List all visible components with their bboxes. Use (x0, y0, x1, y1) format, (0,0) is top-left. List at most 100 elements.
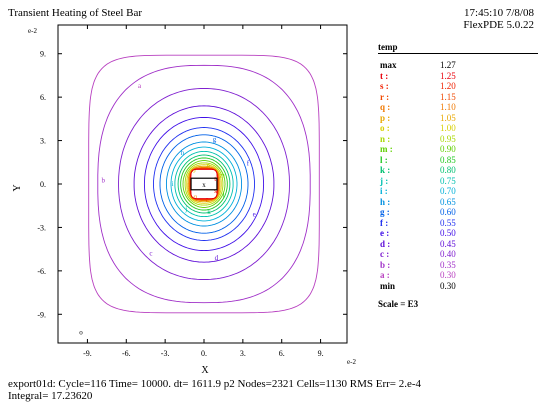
x-tick-label: -9. (83, 349, 92, 358)
contour-label: l (223, 192, 225, 200)
contour-line (165, 141, 243, 227)
legend-entry-label: q : (380, 102, 391, 112)
contour-line (153, 127, 255, 241)
legend-entry-value: 0.60 (440, 207, 456, 217)
legend-entry: e : 0.50 (378, 228, 538, 239)
contour-label: h (181, 149, 185, 157)
legend-entry: b : 0.35 (378, 260, 538, 271)
legend-scale: Scale = E3 (378, 299, 419, 309)
x-exponent-label: e-2 (347, 358, 356, 366)
legend-entry: m : 0.90 (378, 144, 538, 155)
legend-entry: t : 1.25 (378, 71, 538, 82)
contour-line (97, 64, 311, 304)
legend-entry-label: b : (380, 259, 391, 270)
contour-label: c (149, 250, 152, 258)
heater-box (190, 177, 218, 191)
y-axis-label: Y (12, 184, 23, 191)
legend-entry-value: 0.55 (440, 217, 456, 228)
legend-entry-value: 0.50 (440, 228, 456, 238)
y-tick-label: -6. (37, 267, 46, 276)
legend-entry: r : 1.15 (378, 92, 538, 103)
legend-entry-value: 0.45 (440, 238, 456, 249)
legend-entry-value: 1.05 (440, 112, 456, 123)
y-tick-label: 3. (40, 137, 46, 146)
contour-label: d (215, 254, 219, 262)
legend-entry-value: 0.65 (440, 196, 456, 207)
legend-entry-value: 0.90 (440, 144, 456, 154)
legend-entry-value: 0.40 (440, 249, 456, 259)
contour-label: a (138, 82, 142, 90)
contour-label: i (172, 180, 174, 188)
status-footer: export01d: Cycle=116 Time= 10000. dt= 16… (8, 378, 421, 402)
legend-entry-label: s : (380, 81, 389, 91)
legend-entry-label: p : (380, 112, 391, 123)
legend-entry: c : 0.40 (378, 249, 538, 260)
contour-label: e (253, 210, 256, 218)
y-tick-label: 0. (40, 180, 46, 189)
legend-entry: d : 0.45 (378, 239, 538, 250)
y-tick-label: -3. (37, 223, 46, 232)
legend-entry-label: max (380, 60, 397, 70)
contour-line (118, 88, 290, 280)
legend-entry: h : 0.65 (378, 197, 538, 208)
legend-entry-value: 1.27 (440, 60, 456, 70)
legend-entry-label: i : (380, 186, 388, 196)
contour-label: t (214, 175, 216, 183)
contour-label: s (214, 187, 217, 195)
legend-entry-value: 1.00 (440, 123, 456, 133)
legend-entry: q : 1.10 (378, 102, 538, 113)
legend-entry-value: 1.20 (440, 81, 456, 91)
contour-line (143, 116, 265, 252)
contour-line (187, 165, 221, 203)
legend-entry-value: 0.80 (440, 165, 456, 175)
y-tick-label: 6. (40, 93, 46, 102)
y-tick-label: 9. (40, 50, 46, 59)
legend-entry-value: 0.70 (440, 186, 456, 196)
legend-entries: max 1.27 t : 1.25 s : 1.20 r : 1.15 q : 1.10 p : 1.… (378, 60, 538, 291)
legend-entry-value: 0.30 (440, 270, 456, 280)
legend-entry-label: m : (380, 144, 393, 154)
legend-entry: max 1.27 (378, 60, 538, 71)
legend-entry-label: e : (380, 228, 390, 238)
legend-entry-label: h : (380, 196, 391, 207)
legend-entry: a : 0.30 (378, 270, 538, 281)
contour-line (88, 54, 320, 314)
legend-entry: k : 0.80 (378, 165, 538, 176)
legend-entry: f : 0.55 (378, 218, 538, 229)
legend-entry-label: n : (380, 133, 391, 144)
legend-entry-label: c : (380, 249, 390, 259)
legend-entry: l : 0.85 (378, 155, 538, 166)
x-tick-label: 0. (201, 349, 207, 358)
contour-line (180, 157, 228, 211)
y-exponent-label: e-2 (28, 27, 37, 35)
contour-line (174, 150, 234, 218)
legend-entry: n : 0.95 (378, 134, 538, 145)
legend-entry-label: l : (380, 154, 388, 165)
contour-label: m (219, 172, 225, 180)
legend-title: temp (378, 42, 538, 54)
legend-entry-value: 1.10 (440, 102, 456, 112)
legend-entry-value: 1.25 (440, 70, 456, 81)
contour-line (184, 162, 224, 206)
contour-line (186, 164, 222, 204)
legend-entry-value: 0.30 (440, 280, 456, 291)
legend-entry-label: r : (380, 91, 390, 102)
y-tick-label: -9. (37, 310, 46, 319)
legend-entry-label: a : (380, 270, 390, 280)
legend-entry: g : 0.60 (378, 207, 538, 218)
legend-entry-value: 1.15 (440, 91, 456, 102)
legend-entry: o : 1.00 (378, 123, 538, 134)
run-stamp: 17:45:10 7/8/08 FlexPDE 5.0.22 (463, 7, 534, 31)
integral-readout: Integral= 17.23620 (8, 390, 93, 402)
x-tick-label: 3. (240, 349, 246, 358)
timestamp: 17:45:10 7/8/08 (464, 7, 534, 19)
contour-line (170, 146, 238, 222)
legend-entry-value: 0.35 (440, 259, 456, 270)
legend-entry-label: k : (380, 165, 391, 175)
x-tick-label: 6. (279, 349, 285, 358)
legend-entry-label: min (380, 280, 396, 291)
legend-entry: p : 1.05 (378, 113, 538, 124)
x-tick-label: 9. (318, 349, 324, 358)
point-marker: o (79, 329, 83, 337)
